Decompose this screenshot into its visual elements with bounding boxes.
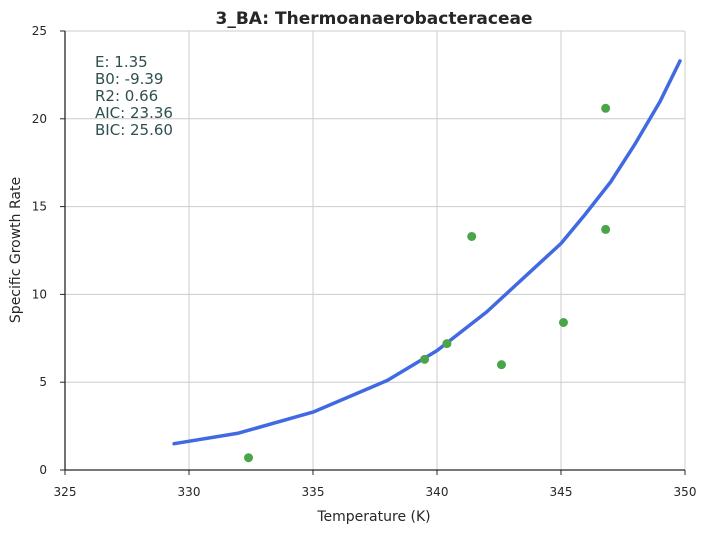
data-point xyxy=(601,103,611,113)
annotation-e: E: 1.35 xyxy=(95,53,148,71)
data-point xyxy=(558,317,568,327)
data-point xyxy=(420,354,430,364)
x-axis-label: Temperature (K) xyxy=(316,509,430,525)
y-axis-ticks: 0 5 10 15 20 25 xyxy=(32,24,65,477)
annotation-aic: AIC: 23.36 xyxy=(95,104,173,122)
x-tick-label: 350 xyxy=(674,485,697,499)
data-point xyxy=(244,453,254,463)
data-point xyxy=(496,360,506,370)
fit-stats-annotation: E: 1.35 B0: -9.39 R2: 0.66 AIC: 23.36 BI… xyxy=(95,53,173,139)
data-point xyxy=(442,339,452,349)
data-point xyxy=(467,231,477,241)
y-tick-label: 0 xyxy=(39,463,47,477)
fit-curve xyxy=(172,59,682,446)
y-tick-label: 5 xyxy=(39,375,47,389)
y-tick-label: 25 xyxy=(32,24,47,38)
x-tick-label: 325 xyxy=(54,485,77,499)
axes xyxy=(64,31,685,471)
x-tick-label: 330 xyxy=(178,485,201,499)
x-axis-ticks: 325 330 335 340 345 350 xyxy=(54,470,697,499)
y-tick-label: 20 xyxy=(32,112,47,126)
x-tick-label: 340 xyxy=(426,485,449,499)
data-point xyxy=(601,224,611,234)
chart-title: 3_BA: Thermoanaerobacteraceae xyxy=(216,9,533,29)
y-axis-label: Specific Growth Rate xyxy=(8,177,24,323)
x-tick-label: 335 xyxy=(302,485,325,499)
y-tick-label: 15 xyxy=(32,200,47,214)
annotation-bic: BIC: 25.60 xyxy=(95,121,173,139)
x-tick-label: 345 xyxy=(550,485,573,499)
annotation-b0: B0: -9.39 xyxy=(95,70,163,88)
plot-series xyxy=(172,59,682,463)
y-tick-label: 10 xyxy=(32,287,47,301)
annotation-r2: R2: 0.66 xyxy=(95,87,158,105)
